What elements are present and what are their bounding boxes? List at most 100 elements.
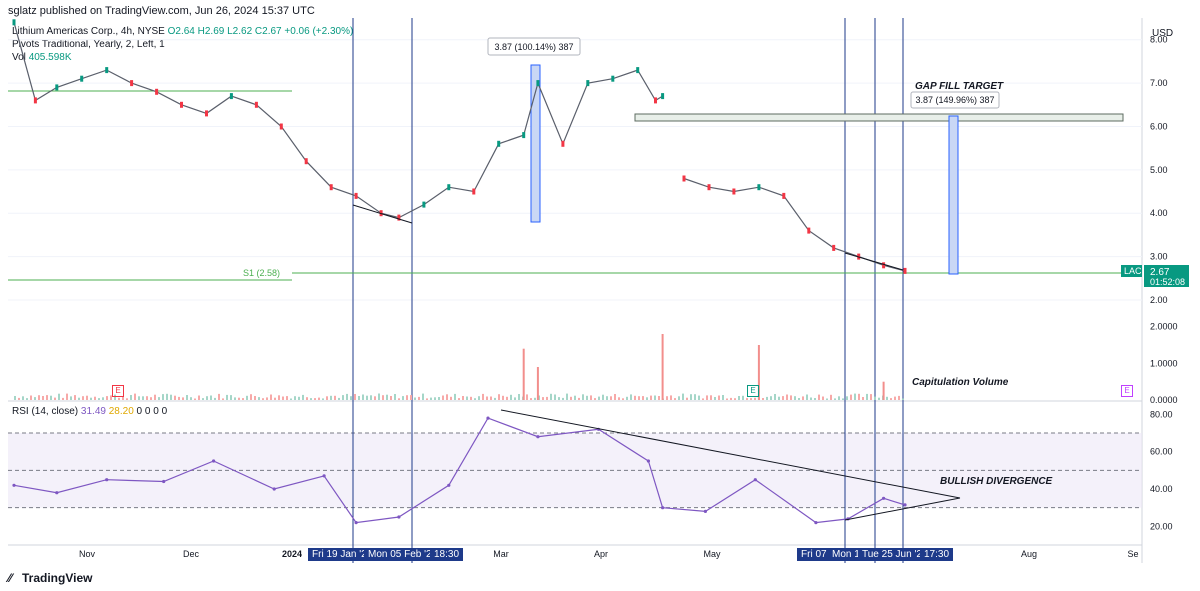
volume-bar — [194, 398, 196, 400]
price-tick-0: 8.00 — [1150, 35, 1168, 45]
volume-bar — [226, 394, 228, 400]
price-point-35 — [832, 244, 836, 251]
volume-bar — [158, 397, 160, 400]
earnings-marker-2[interactable]: E — [747, 385, 759, 397]
price-grid — [8, 39, 1142, 301]
rsi-point-7 — [354, 521, 358, 525]
price-trendline-right[interactable] — [844, 252, 904, 271]
time-badge-3: 18:30 — [430, 548, 464, 561]
volume-bar — [282, 396, 284, 400]
volume-bar — [78, 397, 80, 400]
price-point-33 — [782, 192, 786, 199]
volume-bar — [154, 394, 156, 400]
volume-bar — [402, 396, 404, 400]
volume-spike-2 — [661, 334, 664, 400]
volume-bar — [702, 398, 704, 400]
volume-bar — [774, 394, 776, 400]
volume-bar — [706, 395, 708, 400]
rsi-point-3 — [162, 479, 166, 484]
price-point-2 — [55, 84, 59, 91]
rsi-extra-values: 0 0 0 0 — [136, 406, 168, 417]
volume-bar — [654, 395, 656, 400]
volume-bar — [198, 395, 200, 400]
rsi-point-2 — [105, 478, 109, 482]
volume-bar — [526, 394, 528, 400]
price-series — [12, 19, 907, 274]
currency-label[interactable]: USD — [1152, 28, 1173, 39]
volume-bar — [318, 397, 320, 400]
volume-bar — [902, 398, 904, 400]
rsi-trendline-upper[interactable] — [500, 409, 961, 499]
volume-bar — [174, 395, 176, 400]
volume-bar — [350, 396, 352, 400]
volume-bar — [462, 396, 464, 400]
volume-bar — [514, 397, 516, 400]
volume-bar — [446, 394, 448, 400]
price-series-line — [13, 22, 906, 272]
pivot-s1-label: S1 (2.58) — [243, 268, 280, 278]
volume-bar — [390, 396, 392, 400]
volume-bar — [438, 397, 440, 400]
volume-bar — [502, 395, 504, 400]
price-point-30 — [707, 184, 711, 191]
rsi-label[interactable]: RSI (14, close) — [12, 406, 79, 417]
price-trendline-left[interactable] — [352, 204, 413, 224]
volume-bar — [538, 395, 540, 400]
volume-bar — [262, 398, 264, 400]
pivots-line[interactable]: Pivots Traditional, Yearly, 2, Left, 1 — [12, 39, 165, 50]
volume-bar — [294, 396, 296, 400]
price-point-6 — [155, 88, 159, 95]
gap-fill-zone[interactable] — [634, 113, 1124, 122]
measure-left-box[interactable] — [530, 64, 541, 223]
volume-bar — [434, 397, 436, 400]
volume-bar — [686, 397, 688, 400]
volume-bar — [298, 396, 300, 400]
volume-bar — [530, 398, 532, 400]
volume-bar — [498, 394, 500, 400]
ticker-badge[interactable]: LAC — [1124, 266, 1142, 276]
volume-bar — [366, 395, 368, 400]
measure-left-label: 3.87 (100.14%) 387 — [494, 42, 573, 52]
symbol-line[interactable]: Lithium Americas Corp., 4h, NYSE — [12, 26, 165, 37]
volume-bar — [274, 397, 276, 400]
volume-bar — [786, 394, 788, 400]
vol-tick-2: 0.0000 — [1150, 395, 1178, 405]
rsi-trendline-lower[interactable] — [844, 497, 961, 521]
volume-bar — [382, 395, 384, 400]
chart-legend: Lithium Americas Corp., 4h, NYSE O2.64 H… — [12, 25, 353, 64]
vol-label[interactable]: Vol — [12, 52, 26, 63]
volume-bar — [326, 396, 328, 400]
x-tick-6: Aug — [1021, 549, 1037, 559]
volume-bar — [642, 396, 644, 400]
vol-tick-1: 1.0000 — [1150, 358, 1178, 368]
volume-bar — [638, 396, 640, 400]
volume-bar — [278, 395, 280, 400]
rsi-point-19 — [882, 496, 886, 500]
volume-bar — [322, 398, 324, 400]
price-point-5 — [130, 80, 134, 87]
volume-bar — [218, 393, 220, 400]
volume-bar — [422, 393, 424, 400]
volume-bar — [406, 395, 408, 400]
earnings-marker-1[interactable]: E — [112, 385, 124, 397]
tradingview-logo[interactable]: ⁄⁄ TradingView — [8, 571, 92, 585]
rsi-point-16 — [753, 478, 757, 482]
rsi-band-area — [8, 432, 1142, 509]
price-axis-ticks: 8.00 7.00 6.00 5.00 4.00 3.00 2.00 — [1150, 35, 1168, 305]
volume-bar — [166, 393, 168, 400]
price-tick-6: 2.00 — [1150, 295, 1168, 305]
volume-bar — [850, 394, 852, 400]
price-tick-1: 7.00 — [1150, 78, 1168, 88]
volume-bar — [374, 396, 376, 400]
price-point-25 — [611, 75, 615, 82]
vertical-marker-lines — [352, 18, 904, 563]
vol-value: 405.598K — [28, 52, 72, 63]
volume-bar — [214, 397, 216, 400]
earnings-marker-3[interactable]: E — [1121, 385, 1133, 397]
price-point-11 — [279, 123, 283, 130]
volume-bar — [866, 393, 868, 400]
rsi-point-9 — [447, 483, 451, 487]
volume-bar — [862, 397, 864, 400]
measure-right-box[interactable] — [948, 115, 959, 275]
